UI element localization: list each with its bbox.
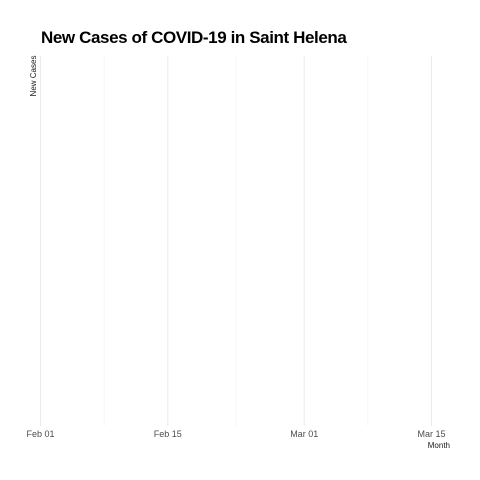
x-tick-labels: Feb 01 Feb 15 Mar 01 Mar 15: [26, 429, 445, 439]
x-axis-label: Month: [428, 441, 450, 450]
x-tick-label: Mar 01: [290, 429, 318, 439]
x-tick-label: Feb 15: [154, 429, 182, 439]
x-tick-label: Feb 01: [26, 429, 54, 439]
y-axis-label: New Cases: [29, 56, 38, 97]
minor-gridlines: [103, 56, 369, 426]
x-tick-label: Mar 15: [417, 429, 445, 439]
major-gridlines: [40, 56, 432, 426]
chart-title: New Cases of COVID-19 in Saint Helena: [41, 28, 347, 47]
